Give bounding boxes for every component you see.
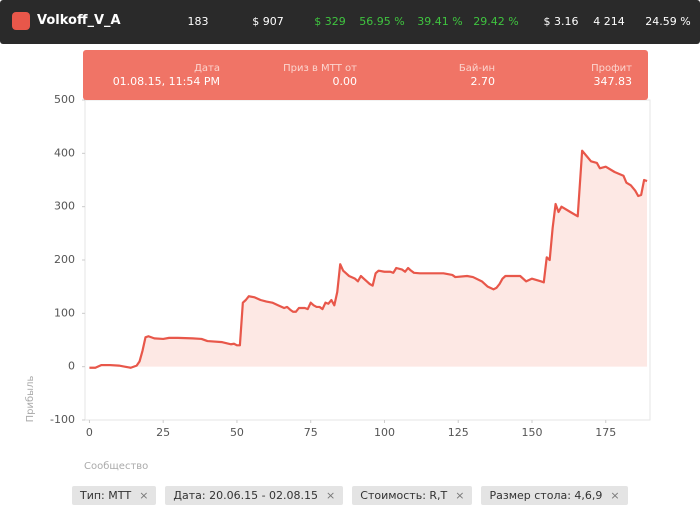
stat: $ 329 xyxy=(314,15,346,28)
tooltip-value: 347.83 xyxy=(594,75,633,88)
x-tick-label: 125 xyxy=(448,426,469,439)
stat: $ 3.16 xyxy=(543,15,579,28)
y-tick-label: 200 xyxy=(54,253,75,266)
x-axis-label: Сообщество xyxy=(84,461,148,472)
x-tick-label: 0 xyxy=(86,426,93,439)
x-tick-label: 25 xyxy=(156,426,170,439)
y-tick-label: 300 xyxy=(54,200,75,213)
tooltip-value: 01.08.15, 11:54 PM xyxy=(113,75,220,88)
filter-text: Дата: 20.06.15 - 02.08.15 xyxy=(173,489,319,502)
x-tick-label: 100 xyxy=(374,426,395,439)
chart: -100 0 100 200 300 400 500 0 25 50 75 100 125 150 175 П… xyxy=(25,50,651,472)
filter-chip: Размер стола: 4,6,9 × xyxy=(481,486,628,505)
stat: 4 214 xyxy=(593,15,625,28)
area xyxy=(89,150,648,368)
stat: 56.95 % xyxy=(359,15,405,28)
tooltip-label: Приз в МТТ от xyxy=(283,63,357,74)
filter-remove[interactable]: × xyxy=(139,489,149,502)
stat: 183 xyxy=(187,15,209,28)
x-tick-label: 50 xyxy=(230,426,244,439)
stat: 24.59 % xyxy=(645,15,691,28)
filter-text: Размер стола: 4,6,9 xyxy=(489,489,603,502)
tooltip-label: Профит xyxy=(591,63,632,74)
tooltip xyxy=(83,50,648,100)
tooltip-value: 2.70 xyxy=(471,75,496,88)
player-name[interactable]: Volkoff_V_A xyxy=(37,13,121,28)
logo xyxy=(12,12,30,30)
tooltip-label: Бай-ин xyxy=(459,63,495,74)
y-tick-label: 100 xyxy=(54,306,75,319)
filter-remove[interactable]: × xyxy=(455,489,465,502)
header-bar: Volkoff_V_A 183 $ 907 $ 329 56.95 % 39.41 % 2… xyxy=(0,0,700,44)
x-tick-label: 75 xyxy=(304,426,318,439)
filter-text: Тип: МТТ xyxy=(80,489,132,502)
stat: 39.41 % xyxy=(417,15,463,28)
stat: $ 907 xyxy=(252,15,284,28)
line xyxy=(89,149,648,369)
filter-text: Стоимость: R,T xyxy=(360,489,448,502)
filters: Тип: МТТ × Дата: 20.06.15 - 02.08.15 × Стоим… xyxy=(72,486,628,505)
y-tick-label: -100 xyxy=(50,413,75,426)
y-tick-label: 0 xyxy=(68,360,75,373)
tooltip-value: 0.00 xyxy=(333,75,358,88)
x-tick-label: 150 xyxy=(521,426,542,439)
stat: 29.42 % xyxy=(473,15,519,28)
filter-remove[interactable]: × xyxy=(326,489,336,502)
y-axis-label: Прибыль xyxy=(25,376,36,423)
filter-chip: Тип: МТТ × xyxy=(72,486,157,505)
filter-chip: Дата: 20.06.15 - 02.08.15 × xyxy=(165,486,344,505)
filter-remove[interactable]: × xyxy=(610,489,620,502)
y-tick-label: 400 xyxy=(54,146,75,159)
filter-chip: Стоимость: R,T × xyxy=(352,486,473,505)
y-tick-label: 500 xyxy=(54,93,75,106)
tooltip-label: Дата xyxy=(194,63,220,74)
x-tick-label: 175 xyxy=(595,426,616,439)
